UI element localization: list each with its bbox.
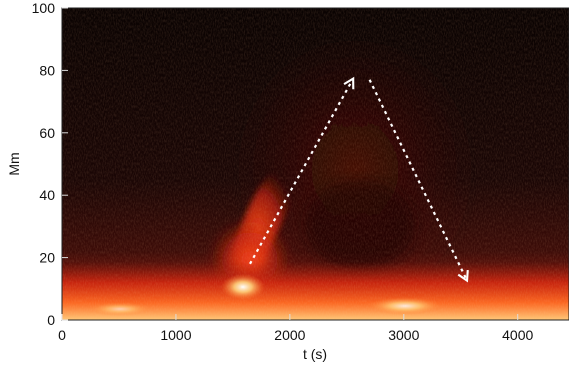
y-axis: 0 20 40 60 80 100 [32,0,68,328]
x-tick-label: 1000 [160,327,191,343]
x-tick-label: 2000 [274,327,305,343]
y-axis-title: Mm [6,152,22,175]
x-tick-label: 3000 [388,327,419,343]
x-axis: 0 1000 2000 3000 4000 [58,314,534,343]
y-tick-label: 80 [39,62,55,78]
dashed-arrow-1 [249,76,355,265]
dashed-arrow-2 [368,79,469,283]
plot-frame [61,7,569,321]
x-tick-label: 0 [58,327,66,343]
y-tick-label: 60 [39,125,55,141]
y-tick-label: 100 [32,0,56,16]
y-tick-label: 40 [39,187,55,203]
plot-area [62,8,569,320]
y-tick-label: 0 [47,312,55,328]
y-tick-label: 20 [39,250,55,266]
heatmap-noise-texture [62,8,569,320]
x-tick-label: 4000 [502,327,533,343]
annotations [249,76,469,283]
x-axis-title: t (s) [303,346,327,362]
